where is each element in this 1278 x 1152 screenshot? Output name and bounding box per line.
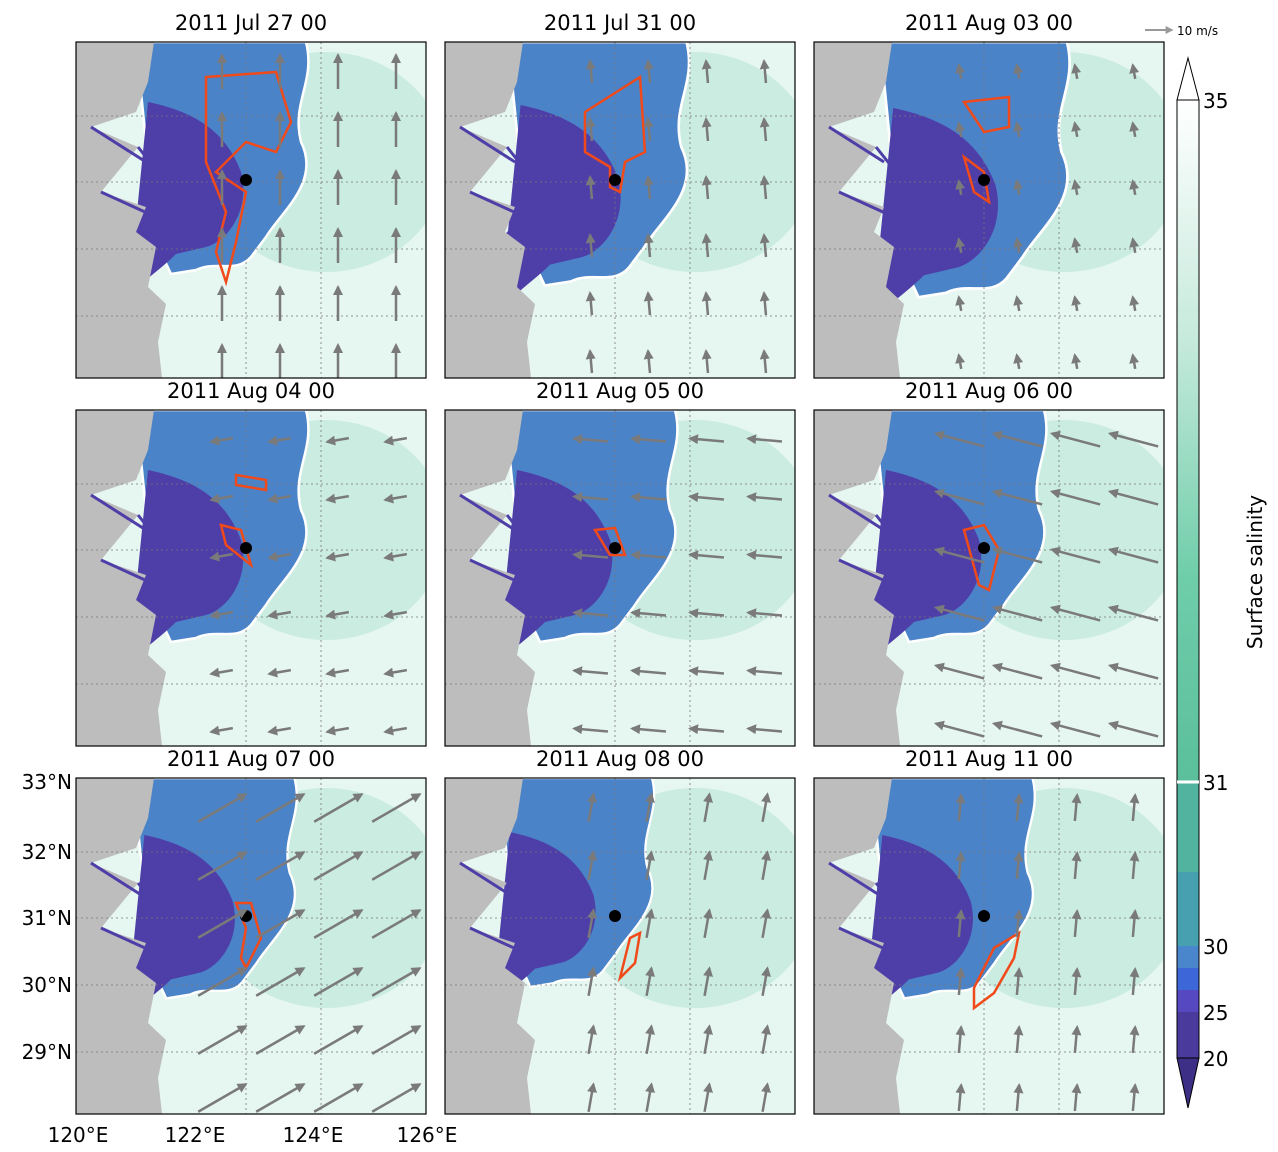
colorbar-band <box>1177 990 1199 1012</box>
station-dot <box>609 542 621 554</box>
colorbar-tick-label: 35 <box>1203 89 1228 113</box>
map-panel <box>814 42 1184 378</box>
panel-title: 2011 Aug 08 00 <box>536 747 704 771</box>
map-content <box>445 410 815 746</box>
map-content <box>814 778 1184 1114</box>
colorbar-tick-label: 31 <box>1203 771 1228 795</box>
colorbar-band <box>1177 782 1199 872</box>
lat-label: 31°N <box>22 906 72 930</box>
colorbar-tick-label: 30 <box>1203 935 1228 959</box>
map-content <box>814 42 1184 378</box>
station-dot <box>240 174 252 186</box>
colorbar-label: Surface salinity <box>1243 495 1267 649</box>
station-dot <box>978 174 990 186</box>
lat-label: 33°N <box>22 770 72 794</box>
map-content <box>76 778 446 1114</box>
lon-label: 120°E <box>48 1123 109 1147</box>
colorbar-tick-label: 20 <box>1203 1047 1228 1071</box>
map-content <box>76 410 446 746</box>
page: 2011 Jul 27 00 2011 Jul 31 00 2011 Aug 03 … <box>0 0 1278 1152</box>
lat-label: 30°N <box>22 973 72 997</box>
station-dot <box>609 910 621 922</box>
colorbar-tick-label: 25 <box>1203 1001 1228 1025</box>
panel-title: 2011 Aug 06 00 <box>905 379 1073 403</box>
map-panel <box>814 778 1184 1114</box>
colorbar-band <box>1177 872 1199 946</box>
station-dot <box>978 910 990 922</box>
panel-title: 2011 Jul 31 00 <box>544 11 696 35</box>
colorbar-band <box>1177 968 1199 990</box>
map-content <box>445 778 815 1114</box>
map-content <box>814 410 1184 746</box>
panel-title: 2011 Jul 27 00 <box>175 11 327 35</box>
vector-key-label: 10 m/s <box>1177 24 1218 38</box>
station-dot <box>978 542 990 554</box>
lon-label: 124°E <box>283 1123 344 1147</box>
lat-label: 29°N <box>22 1040 72 1064</box>
panel-title: 2011 Aug 04 00 <box>167 379 335 403</box>
map-panel <box>76 410 446 746</box>
map-panel <box>814 410 1184 746</box>
colorbar-upper <box>1177 100 1199 782</box>
lon-label: 122°E <box>165 1123 226 1147</box>
colorbar-band <box>1177 946 1199 968</box>
panel-title: 2011 Aug 11 00 <box>905 747 1073 771</box>
station-dot <box>240 542 252 554</box>
lon-label: 126°E <box>397 1123 458 1147</box>
panel-title: 2011 Aug 07 00 <box>167 747 335 771</box>
map-panel <box>445 778 815 1114</box>
map-panel <box>445 42 815 378</box>
map-content <box>76 42 446 379</box>
panel-title: 2011 Aug 05 00 <box>536 379 704 403</box>
colorbar-band <box>1177 1012 1199 1058</box>
station-dot <box>609 174 621 186</box>
colorbar-bottom <box>1177 1058 1199 1108</box>
panel-title: 2011 Aug 03 00 <box>905 11 1073 35</box>
lat-label: 32°N <box>22 840 72 864</box>
map-content <box>445 42 815 378</box>
map-panel <box>76 42 446 379</box>
map-panel <box>445 410 815 746</box>
colorbar-top <box>1177 58 1199 100</box>
map-panel <box>76 778 446 1114</box>
figure: 2011 Jul 27 00 2011 Jul 31 00 2011 Aug 03 … <box>0 0 1278 1152</box>
